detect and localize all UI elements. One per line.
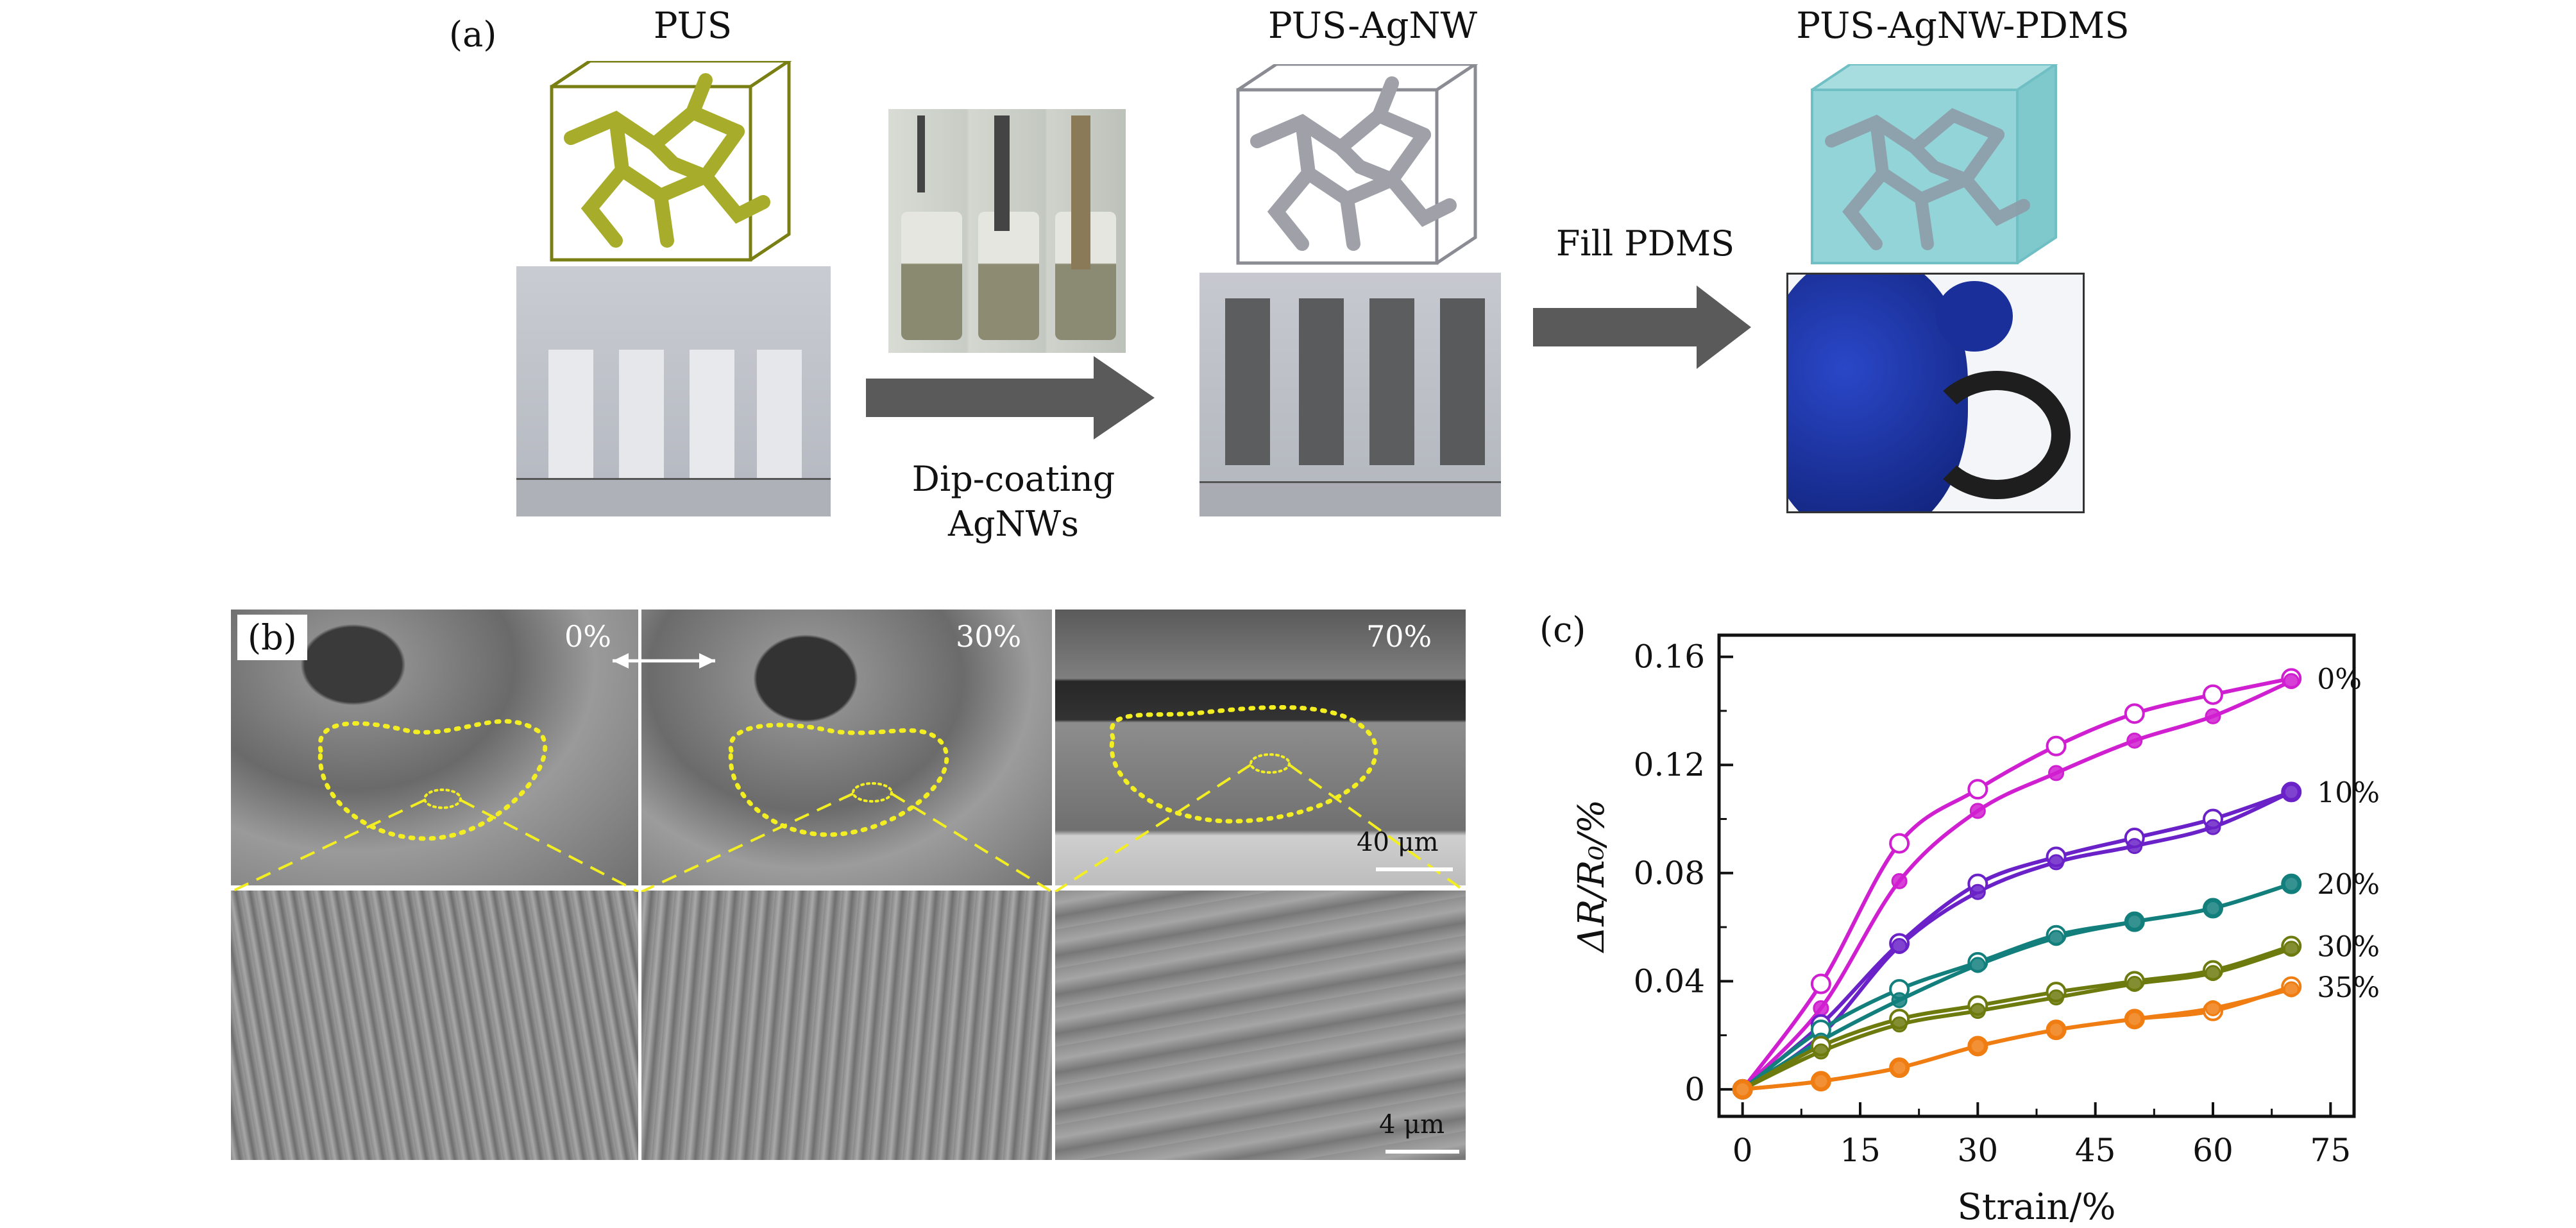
series-loading-point xyxy=(2048,930,2065,946)
series-loading-point xyxy=(1891,1016,1908,1033)
series-loading-point xyxy=(2048,1021,2065,1038)
x-tick-label: 30 xyxy=(1958,1132,1999,1169)
series-loading-point xyxy=(2205,900,2221,917)
sem-bottom-scalebar xyxy=(1385,1150,1459,1154)
panel-b-label: (b) xyxy=(237,615,307,660)
series-unloading-point xyxy=(1810,973,1831,994)
series-loading-point xyxy=(1969,803,1986,819)
series-unloading-point xyxy=(2046,735,2067,756)
x-tick-label: 15 xyxy=(1840,1132,1881,1169)
series-loading-point xyxy=(2205,819,2221,835)
x-axis-label: Strain/% xyxy=(1957,1186,2115,1228)
dip-coating-arrow xyxy=(866,356,1155,439)
y-tick-label: 0.08 xyxy=(1634,855,1705,892)
pus-agnw-strips-photo xyxy=(1199,273,1501,516)
sem-top-30-percent xyxy=(641,610,1052,885)
series-loading-point xyxy=(1734,1081,1751,1098)
series-loading-point xyxy=(1813,1073,1829,1089)
series-loading-point xyxy=(2205,1000,2221,1016)
series-loading-point xyxy=(2048,854,2065,871)
series-loading-point xyxy=(2283,876,2300,892)
series-loading-point xyxy=(2048,989,2065,1006)
series-loading-point xyxy=(1891,992,1908,1009)
y-axis-label: ΔR/R₀/% xyxy=(1571,799,1613,953)
series-loading-point xyxy=(1969,957,1986,973)
fill-pdms-caption: Fill PDMS xyxy=(1555,223,1735,264)
pdms-bending-photo xyxy=(1786,273,2085,513)
series-unloading-point xyxy=(1967,779,1988,800)
resistance-strain-chart: (c) 0 15 30 45 60 75 0 0.04 0.08 0.12 0.16 Strain/% Δ… xyxy=(1539,610,2380,1228)
series-label: 10% xyxy=(2317,776,2380,809)
sem-bottom-30-percent xyxy=(641,891,1052,1160)
series-loading-point xyxy=(2126,732,2143,749)
dip-coating-caption-line1: Dip-coating xyxy=(911,459,1115,499)
series-label: 35% xyxy=(2317,971,2380,1004)
series-label: 0% xyxy=(2317,663,2362,695)
series-loading-point xyxy=(2283,673,2300,690)
pus-cube-illustration xyxy=(550,61,792,262)
series-unloading-point xyxy=(1889,833,1910,854)
series-loading-point xyxy=(1813,1000,1829,1016)
y-tick-label: 0 xyxy=(1684,1071,1705,1108)
series-loading-point xyxy=(2126,838,2143,855)
strain-label-30: 30% xyxy=(956,619,1022,654)
strain-label-70: 70% xyxy=(1366,619,1432,654)
sem-bottom-70-percent xyxy=(1055,891,1466,1160)
series-loading-point xyxy=(2048,765,2065,781)
series-loading-point xyxy=(2283,783,2300,800)
series-loading-point xyxy=(1891,873,1908,889)
pus-title: PUS xyxy=(653,5,733,47)
sem-outline-overlay xyxy=(231,653,1466,892)
series-loading-point xyxy=(1969,1003,1986,1019)
pus-agnw-title: PUS-AgNW xyxy=(1267,5,1478,47)
series-loading-point xyxy=(2283,981,2300,998)
series-loading-point xyxy=(2205,965,2221,982)
fill-pdms-arrow xyxy=(1533,286,1751,369)
series-unloading-point xyxy=(2124,703,2145,724)
strain-label-0: 0% xyxy=(564,619,611,654)
panel-c-label: (c) xyxy=(1539,610,1586,650)
x-tick-label: 0 xyxy=(1733,1132,1753,1169)
y-tick-label: 0.12 xyxy=(1634,746,1705,783)
sem-top-70-percent xyxy=(1055,610,1466,885)
series-loading-point xyxy=(2283,941,2300,957)
agnw-dip-coating-vials-photo xyxy=(888,109,1126,353)
scale-40um: 40 μm xyxy=(1357,828,1439,857)
sem-bottom-0-percent xyxy=(231,891,638,1160)
series-label: 20% xyxy=(2317,869,2380,901)
pus-agnw-pdms-title: PUS-AgNW-PDMS xyxy=(1796,5,2130,47)
pus-agnw-pdms-cube-illustration xyxy=(1811,64,2058,264)
series-loading-point xyxy=(1969,883,1986,900)
series-loading-point xyxy=(2126,1011,2143,1027)
series-unloading-point xyxy=(2203,684,2223,705)
x-tick-label: 75 xyxy=(2310,1132,2351,1169)
series-loading-point xyxy=(2126,914,2143,930)
pus-strips-photo xyxy=(516,266,831,516)
series-label: 30% xyxy=(2317,931,2380,964)
panel-a-label: (a) xyxy=(449,14,497,55)
y-tick-label: 0.16 xyxy=(1634,638,1705,676)
series-loading-point xyxy=(2205,708,2221,724)
series-loading-point xyxy=(2126,976,2143,993)
scale-4um: 4 μm xyxy=(1379,1110,1445,1139)
series-loading-point xyxy=(1969,1037,1986,1054)
series-loading-point xyxy=(1891,938,1908,955)
dip-coating-caption: Dip-coating AgNWs xyxy=(860,457,1167,547)
x-tick-label: 45 xyxy=(2075,1132,2116,1169)
series-loading-point xyxy=(1813,1043,1829,1060)
y-tick-label: 0.04 xyxy=(1634,962,1705,1000)
series-loading-point xyxy=(1891,1059,1908,1076)
pus-agnw-cube-illustration xyxy=(1236,64,1479,265)
dip-coating-caption-line2: AgNWs xyxy=(947,504,1080,544)
x-tick-label: 60 xyxy=(2192,1132,2233,1169)
